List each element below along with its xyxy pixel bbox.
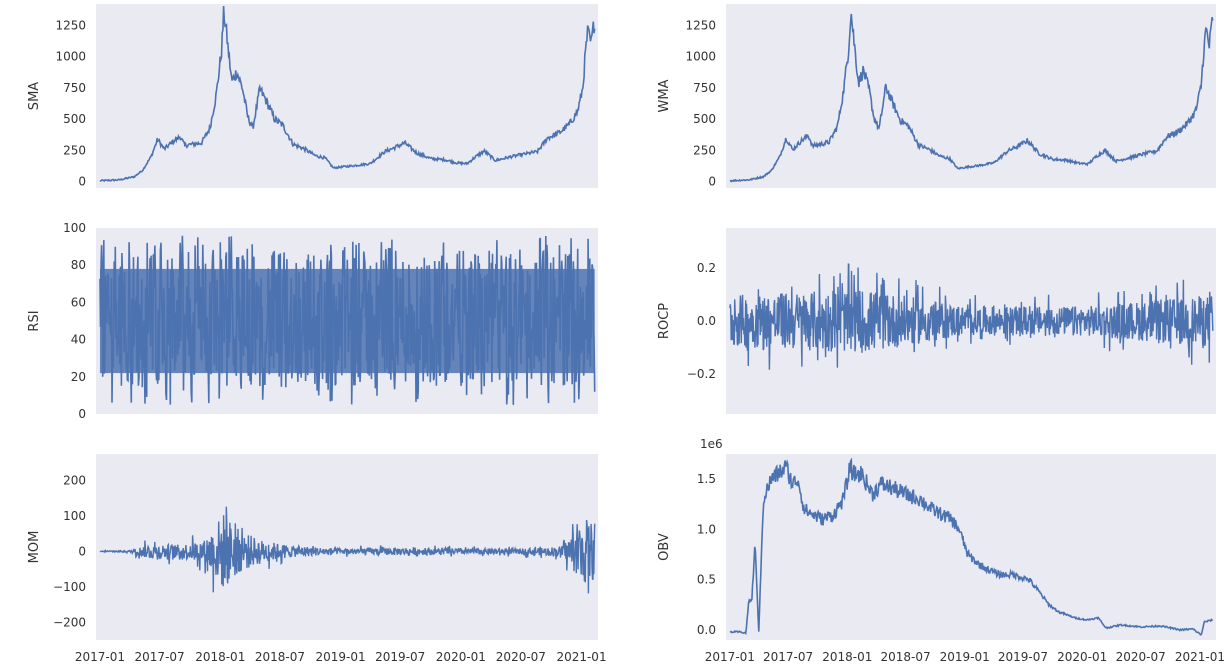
subplot-mom: −200 −100 0 100 200 MOM 2017-01 2017-07 2018-01 2… [27, 454, 607, 664]
y-tick-label: 20 [71, 370, 86, 384]
subplot-wma: 0 250 500 750 1000 1250 WMA [657, 4, 1216, 189]
y-tick-label: −0.2 [687, 367, 716, 381]
plot-area [96, 454, 598, 640]
x-tick-label: 2018-01 [822, 650, 872, 664]
x-tick-label: 2020-07 [1116, 650, 1166, 664]
y-tick-label: 1250 [685, 18, 716, 32]
x-tick-label: 2020-01 [1057, 650, 1107, 664]
y-axis-label: RSI [27, 310, 42, 331]
y-tick-label: 0.0 [697, 314, 716, 328]
series-line [99, 235, 596, 405]
y-tick-label: 0 [708, 175, 716, 189]
subplot-sma: 0 250 500 750 1000 1250 SMA [27, 4, 598, 189]
y-tick-label: 60 [71, 295, 86, 309]
plot-area [726, 454, 1216, 640]
x-tick-label: 2017-01 [705, 650, 755, 664]
y-tick-label: 100 [63, 221, 86, 235]
subplot-rsi: 0 20 40 60 80 100 RSI [27, 221, 598, 421]
series-line [99, 506, 596, 594]
y-tick-label: 0.2 [697, 261, 716, 275]
subplot-rocp: −0.2 0.0 0.2 ROCP [657, 228, 1216, 414]
x-tick-label: 2017-07 [135, 650, 185, 664]
y-tick-label: 40 [71, 333, 86, 347]
y-axis-label: MOM [27, 531, 42, 564]
x-tick-label: 2018-07 [880, 650, 930, 664]
y-tick-label: 500 [693, 112, 716, 126]
plot-area [96, 4, 598, 188]
y-tick-label: 750 [693, 81, 716, 95]
x-tick-label: 2018-07 [255, 650, 305, 664]
y-tick-label: 80 [71, 258, 86, 272]
y-tick-label: 1000 [55, 50, 86, 64]
y-tick-label: 1000 [685, 50, 716, 64]
y-tick-label: 0.5 [697, 573, 716, 587]
y-tick-label: 0 [78, 175, 86, 189]
x-tick-label: 2018-01 [195, 650, 245, 664]
y-axis-label: WMA [657, 79, 672, 112]
x-tick-label: 2021-01 [556, 650, 606, 664]
offset-label: 1e6 [700, 437, 723, 451]
series-line [729, 13, 1214, 183]
x-tick-label: 2020-01 [436, 650, 486, 664]
x-tick-label: 2019-01 [940, 650, 990, 664]
y-tick-label: 0.0 [697, 623, 716, 637]
y-tick-label: 1.5 [697, 472, 716, 486]
y-tick-label: 100 [63, 509, 86, 523]
y-tick-label: −100 [53, 580, 86, 594]
y-tick-label: 200 [63, 474, 86, 488]
y-tick-label: 1.0 [697, 522, 716, 536]
y-tick-label: 250 [63, 143, 86, 157]
x-tick-label: 2019-01 [316, 650, 366, 664]
series-line [729, 263, 1214, 370]
y-tick-label: −200 [53, 615, 86, 629]
x-tick-label: 2020-07 [496, 650, 546, 664]
y-tick-label: 500 [63, 112, 86, 126]
y-tick-label: 0 [78, 544, 86, 558]
y-axis-label: SMA [27, 82, 42, 110]
series-band [99, 268, 595, 374]
x-tick-label: 2019-07 [998, 650, 1048, 664]
y-tick-label: 0 [78, 407, 86, 421]
x-tick-label: 2021-01 [1175, 650, 1225, 664]
series-line [729, 457, 1213, 636]
subplot-obv: 0.0 0.5 1.0 1.5 OBV 1e6 2017-01 2017-07 2018-01 2… [657, 437, 1225, 664]
series-line [99, 5, 596, 183]
x-tick-label: 2017-01 [75, 650, 125, 664]
plot-area [726, 4, 1216, 188]
y-tick-label: 750 [63, 81, 86, 95]
x-tick-label: 2017-07 [763, 650, 813, 664]
y-tick-label: 250 [693, 143, 716, 157]
y-axis-label: OBV [657, 533, 672, 561]
x-tick-label: 2019-07 [375, 650, 425, 664]
y-tick-label: 1250 [55, 18, 86, 32]
y-axis-label: ROCP [657, 303, 672, 339]
